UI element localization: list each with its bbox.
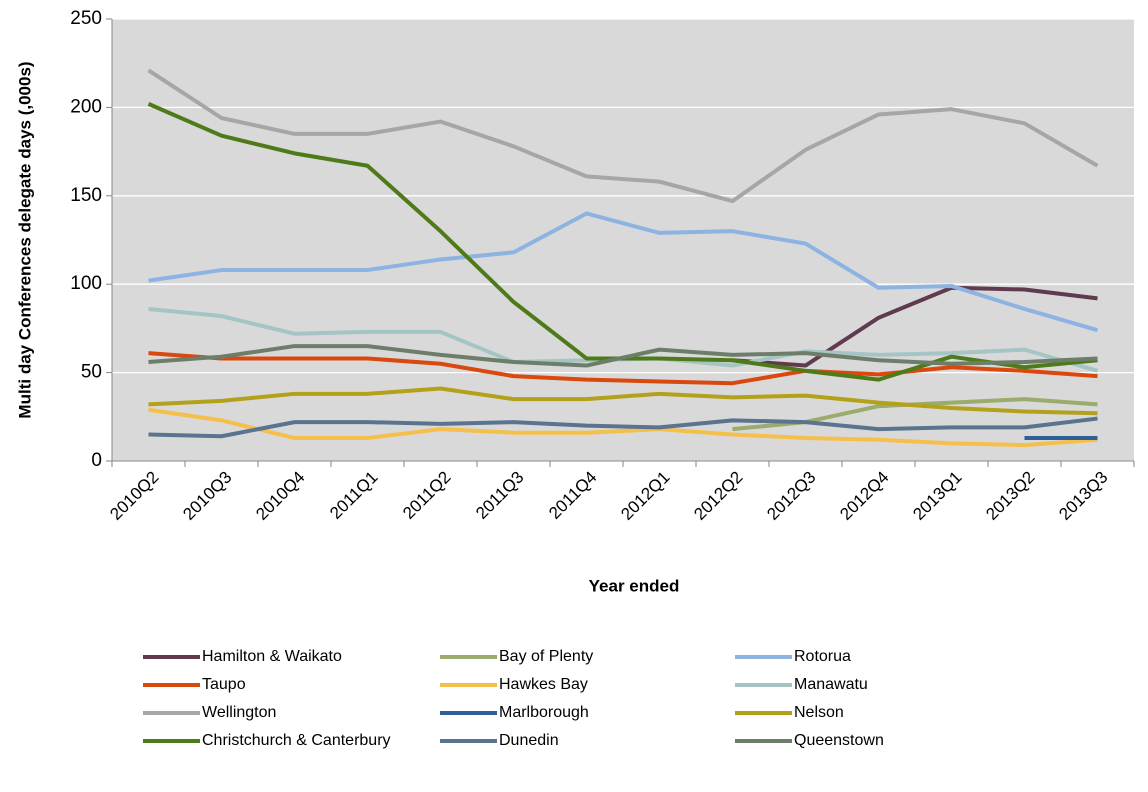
y-tick-label: 50	[81, 362, 102, 383]
x-tick-label: 2010Q2	[106, 468, 162, 524]
y-tick-label: 200	[70, 96, 102, 117]
x-tick-label: 2013Q3	[1055, 468, 1111, 524]
x-tick-label: 2012Q1	[617, 468, 673, 524]
legend-label: Bay of Plenty	[499, 648, 593, 665]
series-line	[148, 351, 1098, 386]
y-tick-label: 250	[70, 8, 102, 29]
legend-label: Christchurch & Canterbury	[202, 732, 391, 749]
series-line	[148, 344, 1098, 368]
x-tick-label: 2010Q3	[179, 468, 235, 524]
y-tick-label: 100	[70, 273, 102, 294]
legend-label: Taupo	[202, 676, 246, 693]
x-tick-label: 2010Q4	[252, 468, 308, 524]
x-tick-label: 2011Q4	[545, 468, 600, 523]
series-line	[147, 68, 1099, 204]
series-line	[148, 211, 1099, 333]
legend-label: Rotorua	[794, 648, 851, 665]
legend-label: Hamilton & Waikato	[202, 648, 342, 665]
series-line	[148, 386, 1098, 416]
x-tick-label: 2011Q3	[472, 468, 527, 523]
legend-label: Hawkes Bay	[499, 676, 588, 693]
legend-label: Manawatu	[794, 676, 868, 693]
x-tick-label: 2013Q1	[909, 468, 965, 524]
legend-label: Queenstown	[794, 732, 884, 749]
y-axis-title: Multi day Conferences delegate days (,00…	[15, 61, 34, 418]
series-line	[148, 416, 1098, 439]
x-tick-label: 2011Q2	[399, 468, 454, 523]
series-line	[148, 407, 1098, 448]
x-tick-label: 2012Q2	[690, 468, 746, 524]
x-tick-label: 2012Q4	[836, 468, 892, 524]
plot-area	[112, 19, 1134, 461]
x-tick-label: 2011Q1	[326, 468, 381, 523]
x-tick-label: 2012Q3	[763, 468, 819, 524]
legend-label: Wellington	[202, 704, 276, 721]
y-tick-label: 0	[91, 450, 102, 471]
x-axis-title: Year ended	[589, 576, 680, 595]
x-tick-label: 2013Q2	[982, 468, 1038, 524]
y-tick-label: 150	[70, 185, 102, 206]
legend-label: Dunedin	[499, 732, 559, 749]
legend-label: Marlborough	[499, 704, 589, 721]
series-line	[732, 285, 1098, 368]
legend-label: Nelson	[794, 704, 844, 721]
